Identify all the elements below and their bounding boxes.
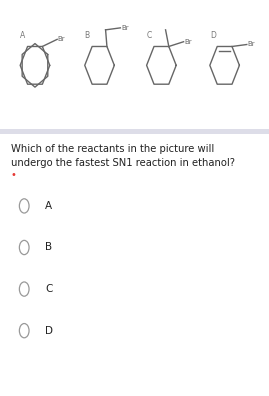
Text: C: C [147, 31, 152, 40]
Text: Br: Br [121, 25, 129, 31]
Text: Br: Br [247, 42, 255, 48]
Text: Which of the reactants in the picture will: Which of the reactants in the picture wi… [11, 143, 214, 154]
Text: D: D [210, 31, 216, 40]
Text: undergo the fastest SN1 reaction in ethanol?: undergo the fastest SN1 reaction in etha… [11, 158, 235, 168]
Text: B: B [45, 242, 52, 253]
Text: Br: Br [184, 39, 192, 45]
Text: A: A [20, 31, 26, 40]
Bar [0, 129, 269, 134]
Text: D: D [45, 326, 53, 336]
Text: A: A [45, 201, 52, 211]
Text: Br: Br [58, 36, 65, 42]
Text: •: • [11, 170, 17, 180]
Text: B: B [85, 31, 90, 40]
Text: C: C [45, 284, 52, 294]
